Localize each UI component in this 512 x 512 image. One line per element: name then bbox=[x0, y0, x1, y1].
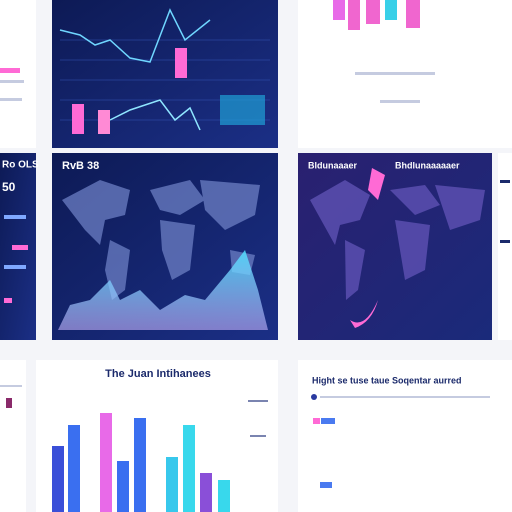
tile-top-center bbox=[52, 0, 278, 148]
tile-top-right bbox=[298, 0, 512, 148]
tile-top-left bbox=[0, 0, 36, 148]
tile-map-right: Bldunaaaer Bhdlunaaaaaer bbox=[298, 153, 512, 340]
tile-side-left: Ro OLS 50 bbox=[0, 153, 39, 340]
tile-bottom-left bbox=[0, 360, 26, 512]
map-subtitle: Bhdlunaaaaaer bbox=[395, 160, 460, 170]
map-title: RvB 38 bbox=[62, 160, 99, 172]
map-title: Bldunaaaer bbox=[308, 160, 358, 170]
bars-title: The Juan Intihanees bbox=[105, 368, 211, 380]
tile-bars-center: The Juan Intihanees bbox=[36, 360, 278, 512]
tile-map-left: RvB 38 bbox=[52, 153, 278, 340]
side-title: Ro OLS bbox=[2, 160, 39, 171]
side-figure: 50 bbox=[2, 180, 16, 194]
tile-bars-right: Hight se tuse taue Soqentar aurred bbox=[298, 360, 512, 512]
bars-title: Hight se tuse taue Soqentar aurred bbox=[312, 375, 462, 385]
